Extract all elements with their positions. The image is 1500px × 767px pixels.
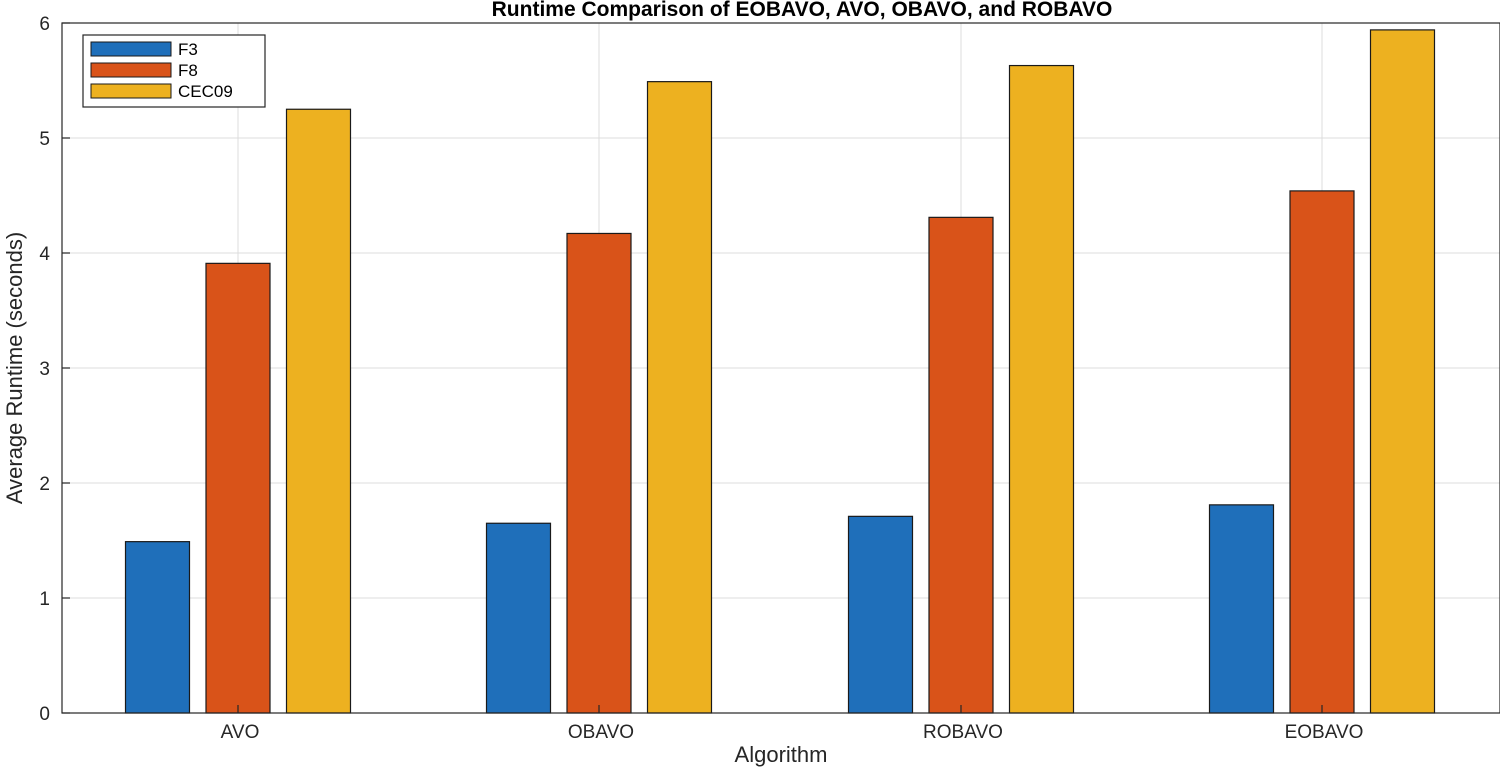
bar-cec09-obavo: [646, 81, 713, 714]
x-tick-label: OBAVO: [568, 722, 634, 743]
bar-f8-obavo: [566, 232, 632, 714]
bar-f3-robavo: [847, 515, 914, 714]
axis-ticks: 0 1 2 3 4 5 6 AVO OBAVO ROBAVO EOBAVO: [39, 14, 1363, 743]
y-tick-label: 1: [39, 589, 50, 610]
x-axis-label: Algorithm: [735, 742, 828, 767]
bar-f8-robavo: [928, 216, 994, 714]
y-tick-label: 6: [39, 14, 50, 35]
y-tick-label: 5: [39, 129, 50, 150]
x-tick-label: EOBAVO: [1285, 722, 1364, 743]
legend: F3 F8 CEC09: [82, 34, 266, 108]
y-axis-label: Average Runtime (seconds): [2, 232, 27, 504]
x-tick-label: ROBAVO: [923, 722, 1003, 743]
legend-label-f3: F3: [178, 40, 198, 59]
bars: [124, 29, 1436, 714]
y-tick-label: 4: [39, 244, 50, 265]
legend-swatch-cec09: [90, 83, 172, 99]
chart-title: Runtime Comparison of EOBAVO, AVO, OBAVO…: [492, 0, 1113, 21]
legend-swatch-f8: [90, 62, 172, 78]
bar-f3-eobavo: [1208, 504, 1275, 714]
bar-f3-avo: [124, 541, 191, 714]
bar-f8-avo: [205, 262, 271, 714]
x-tick-label: AVO: [221, 722, 260, 743]
y-tick-label: 0: [39, 704, 50, 725]
bar-cec09-eobavo: [1369, 29, 1436, 714]
bar-cec09-robavo: [1008, 64, 1075, 714]
y-tick-label: 2: [39, 474, 50, 495]
grid-lines: [62, 22, 1500, 714]
bar-cec09-avo: [285, 108, 352, 714]
bar-f8-eobavo: [1289, 190, 1355, 714]
legend-label-f8: F8: [178, 61, 198, 80]
legend-label-cec09: CEC09: [178, 82, 233, 101]
y-tick-label: 3: [39, 359, 50, 380]
legend-swatch-f3: [90, 41, 172, 57]
bar-f3-obavo: [485, 522, 552, 714]
